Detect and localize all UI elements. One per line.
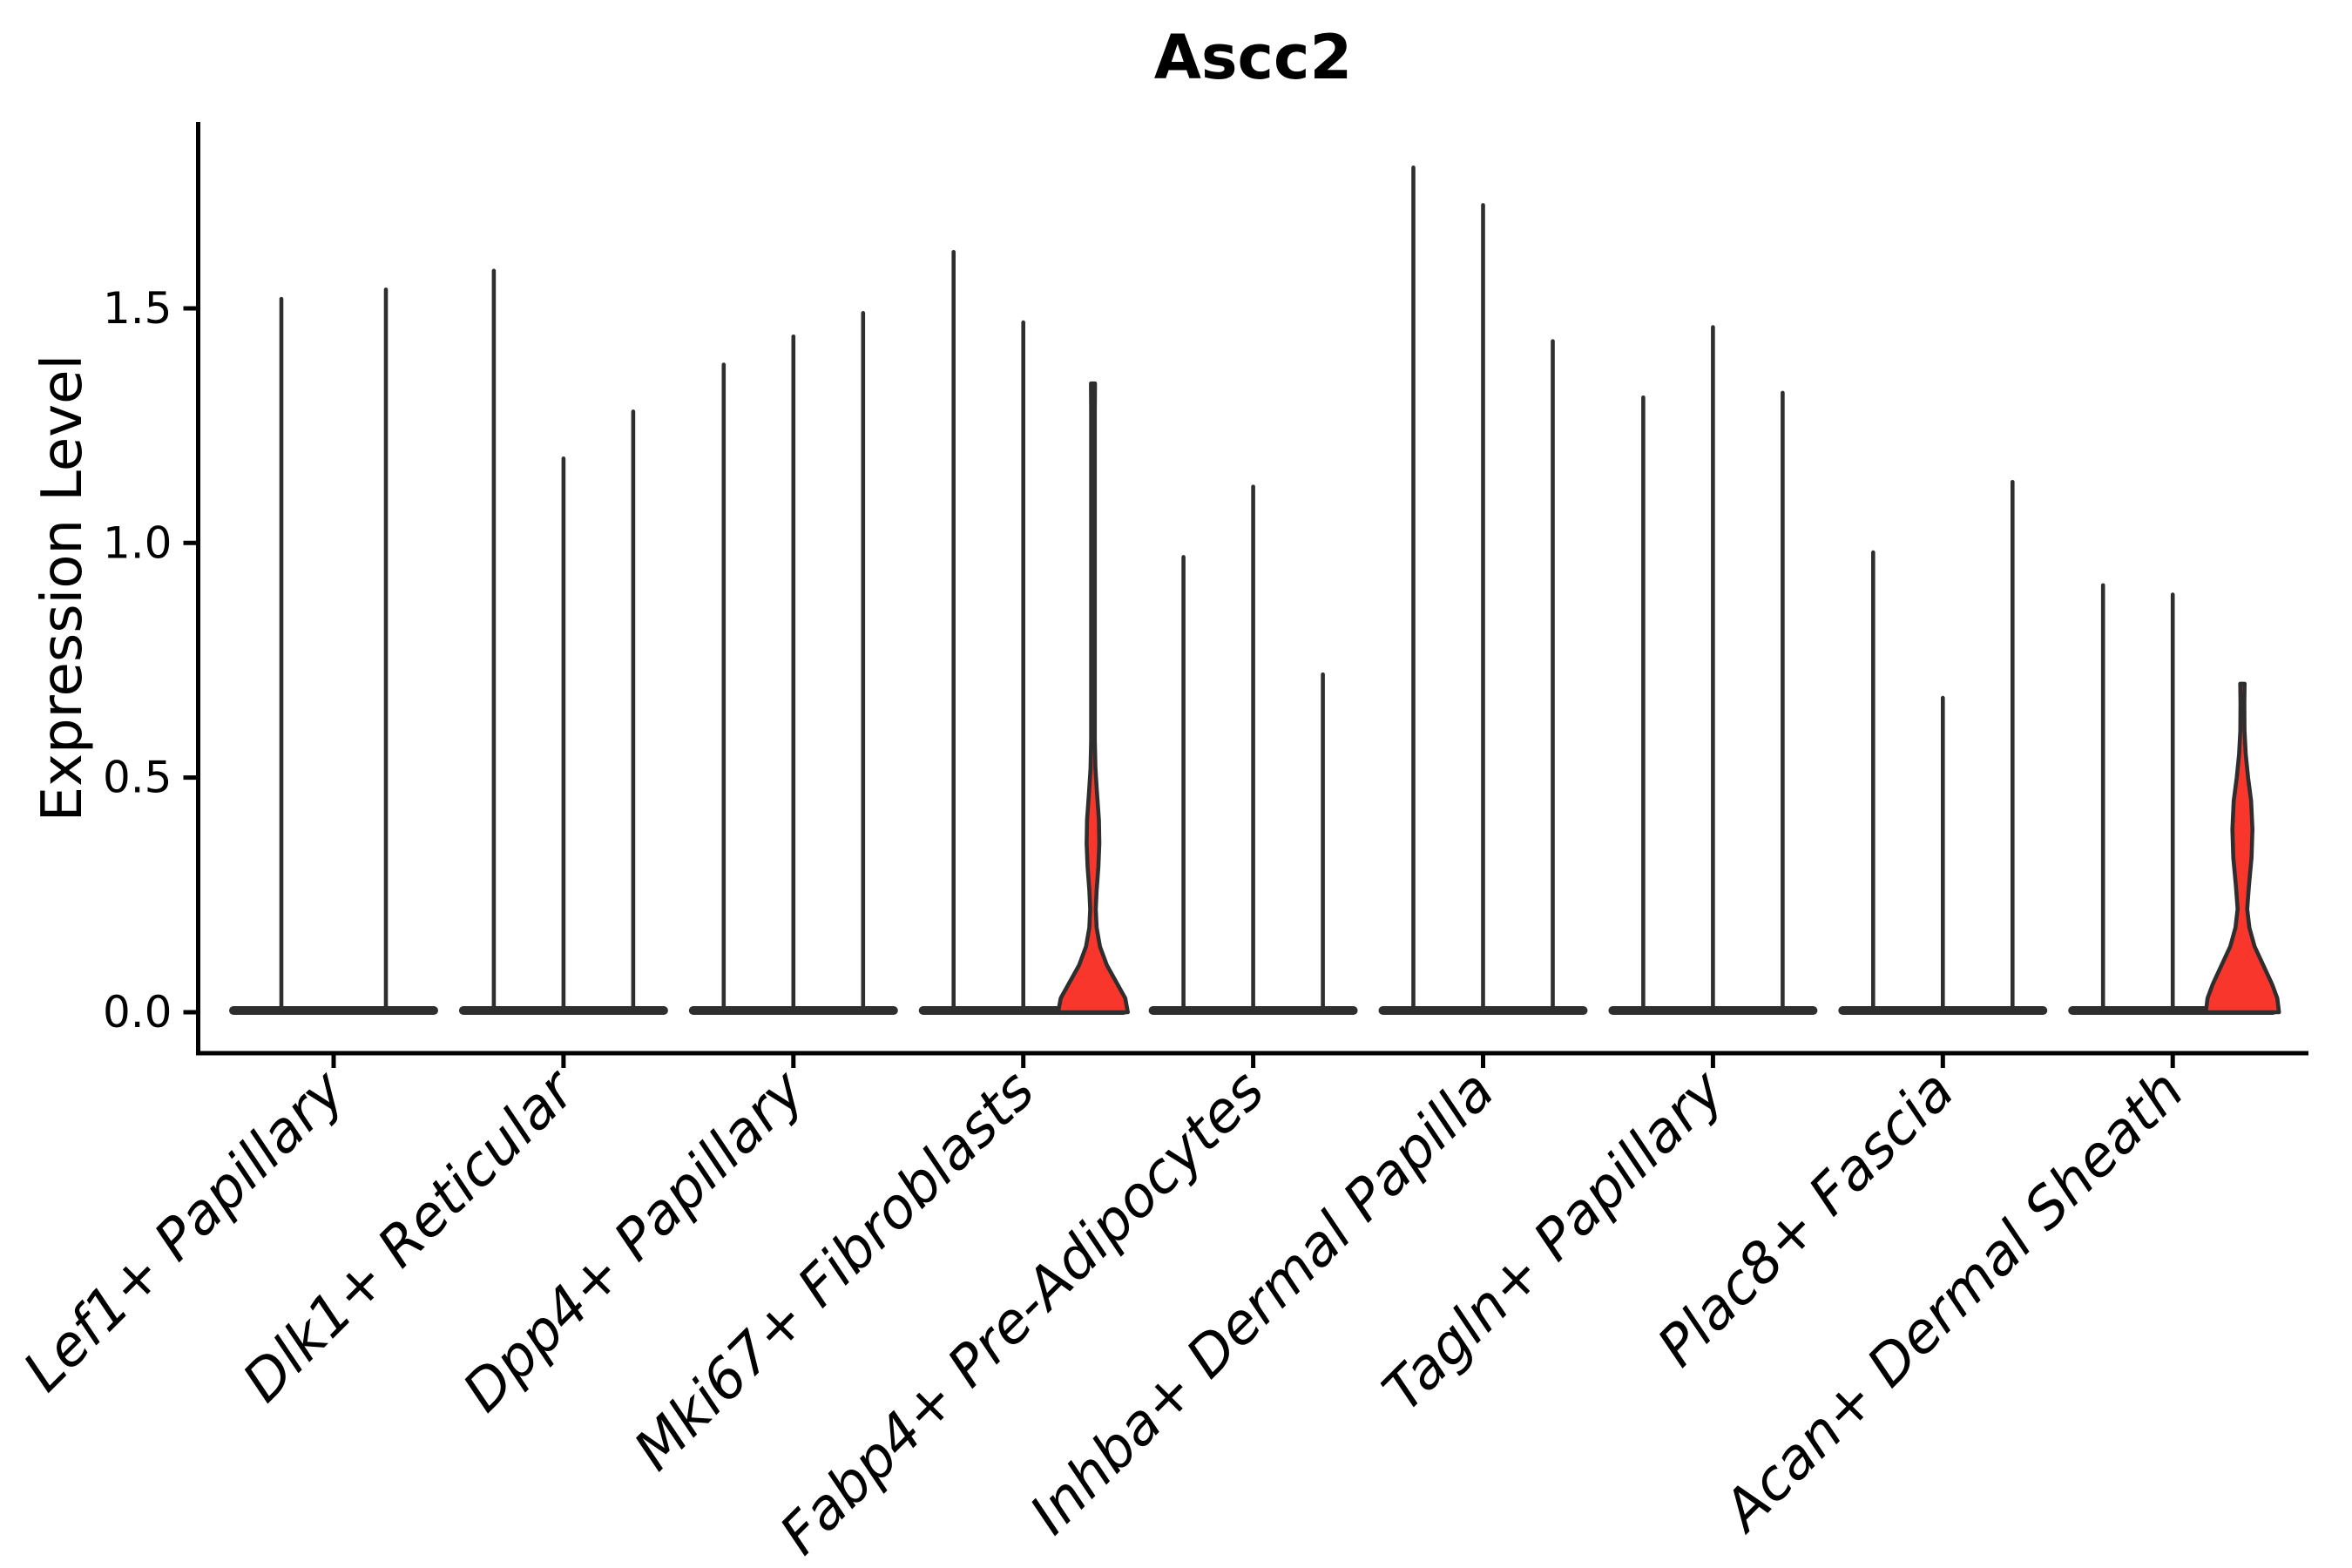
highlighted-violin	[2203, 681, 2281, 1015]
y-tick-label: 0.0	[103, 987, 172, 1037]
x-category-label: Fabp4+ Pre-Adipocytes	[768, 1058, 1277, 1567]
y-tick-label: 1.5	[103, 283, 172, 334]
y-tick-label: 0.5	[103, 753, 172, 803]
chart-title: Ascc2	[1153, 22, 1353, 93]
highlighted-violin	[1056, 381, 1130, 1015]
violin-baseline-disc	[229, 1006, 438, 1015]
x-category-label: Acan+ Dermal Sheath	[1709, 1058, 2196, 1545]
x-category-label: Mki67+ Fibroblasts	[622, 1058, 1047, 1484]
x-category-label: Inhba+ Dermal Papilla	[1018, 1058, 1507, 1547]
y-tick-label: 1.0	[103, 517, 172, 568]
